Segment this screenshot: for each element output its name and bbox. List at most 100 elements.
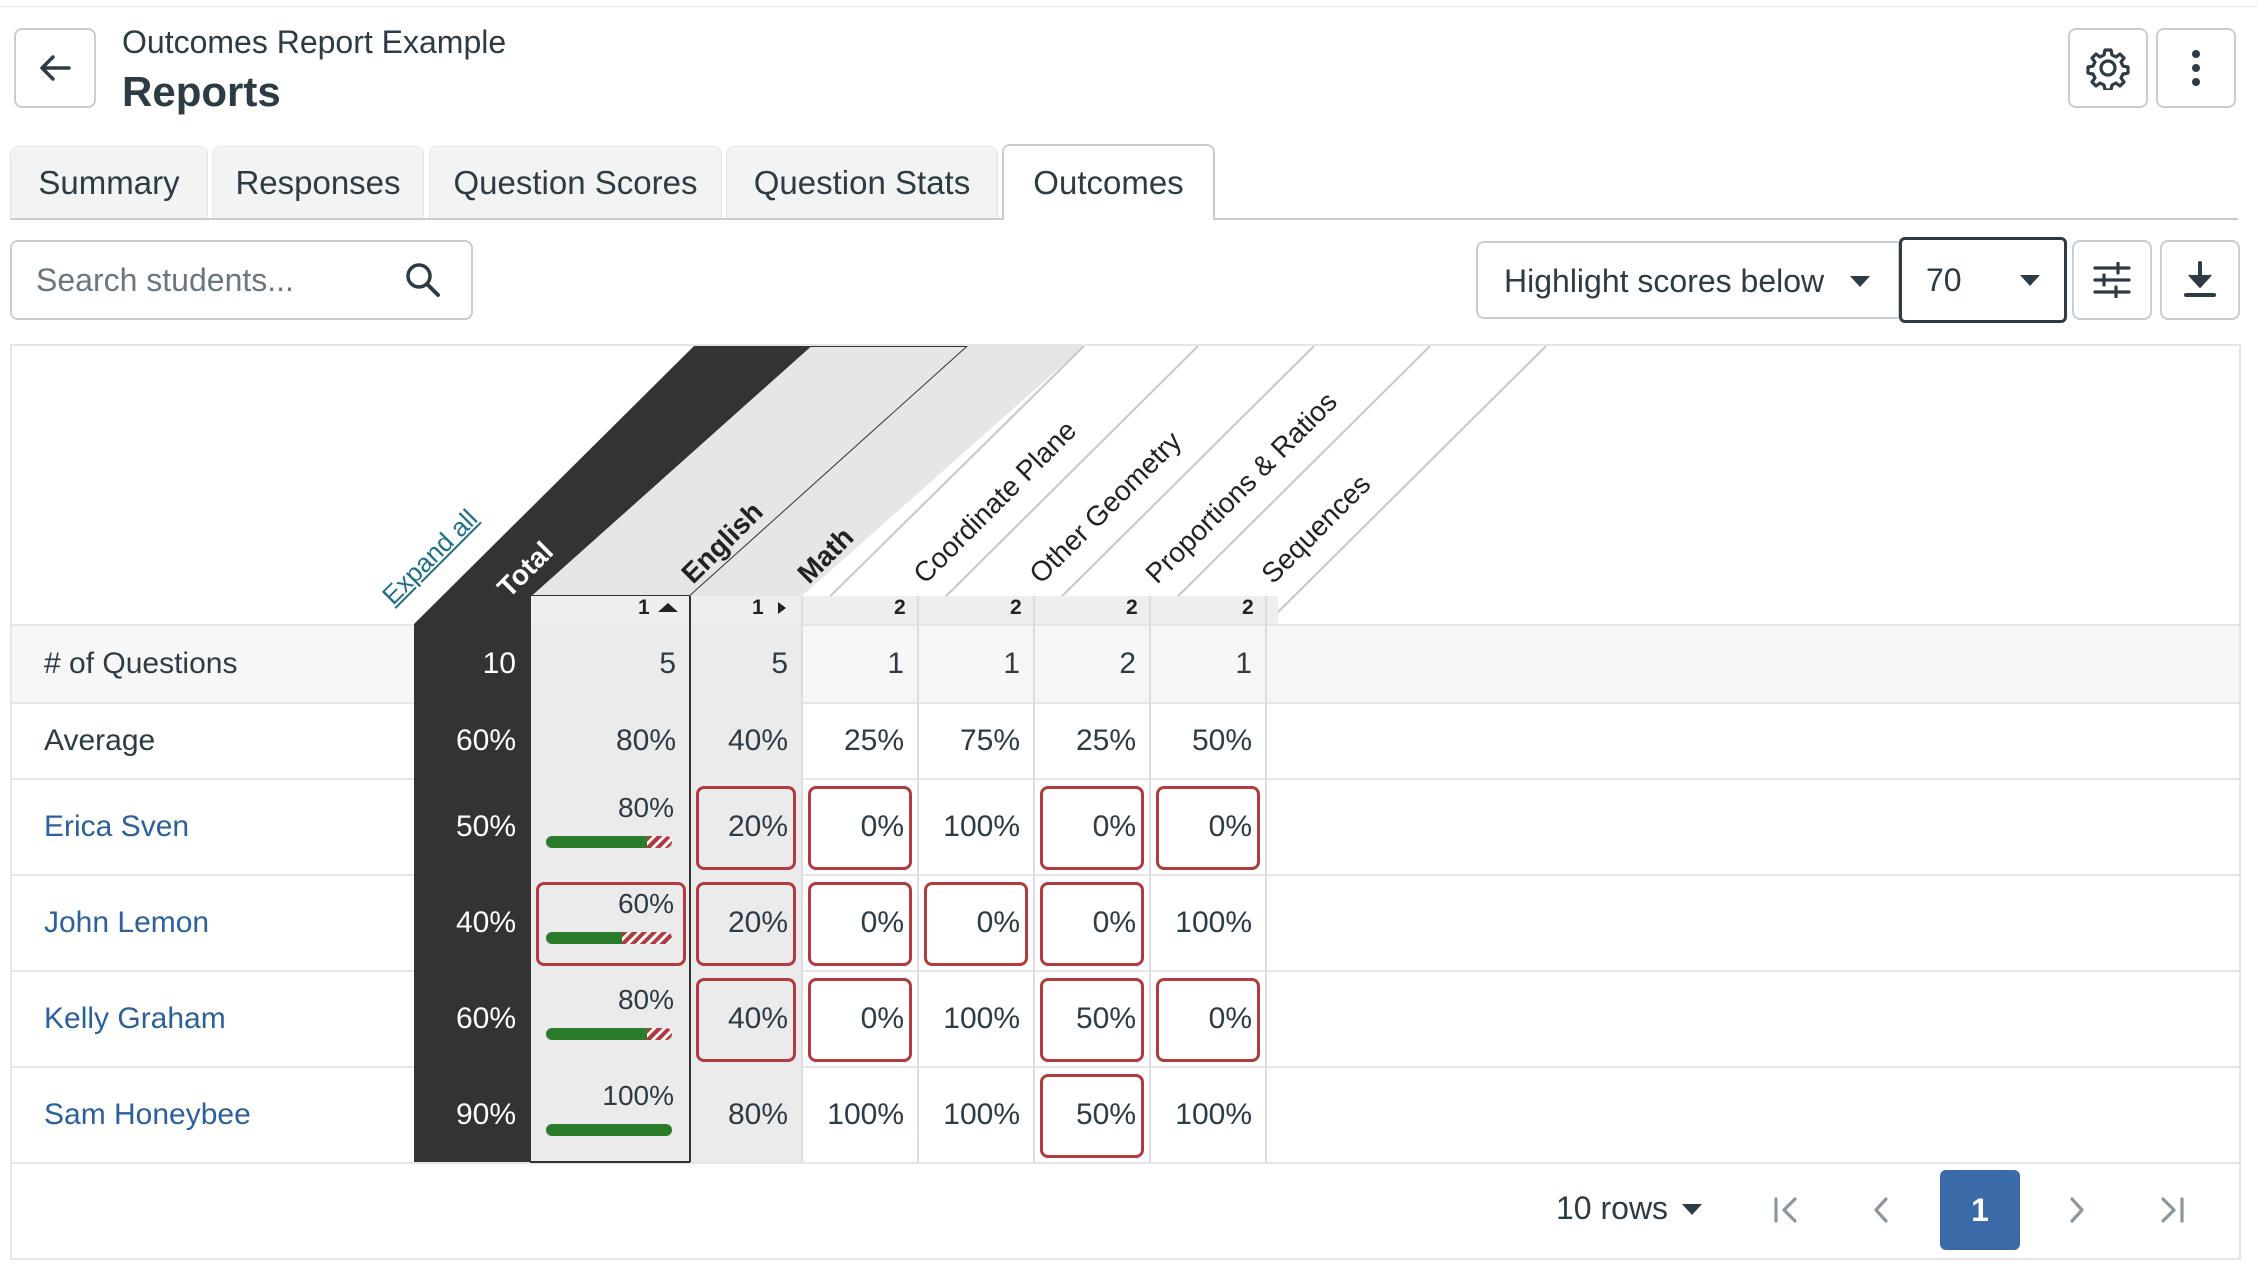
low-score-highlight [1040, 978, 1144, 1062]
first-page-icon [1774, 1197, 1797, 1223]
prev-page-icon [1874, 1197, 1888, 1223]
student-link[interactable]: Sam Honeybee [44, 1098, 251, 1131]
cell-math: 40% [727, 1002, 788, 1035]
outcomes-grid: Expand all Total English Math Coordinate… [10, 344, 2241, 1260]
cell-total: 10 [482, 647, 516, 680]
tab-summary[interactable]: Summary [10, 146, 208, 218]
tab-label: Question Scores [453, 163, 698, 201]
cell-sequences: 100% [1175, 906, 1252, 939]
student-link[interactable]: Kelly Graham [44, 1002, 226, 1035]
english-score: 80% [617, 984, 674, 1015]
row-label-average: Average [44, 724, 156, 757]
cell-coordinate-plane: 0% [860, 810, 904, 843]
rows-per-page-label: 10 rows [1556, 1190, 1669, 1226]
back-button[interactable] [14, 28, 96, 108]
next-page-button[interactable] [2036, 1170, 2116, 1250]
cell-total: 40% [455, 906, 516, 939]
rows-per-page-select[interactable]: 10 rows [1556, 1190, 1702, 1227]
highlight-threshold-select[interactable]: 70 [1899, 237, 2067, 323]
low-score-highlight [696, 978, 796, 1062]
download-button[interactable] [2160, 240, 2240, 320]
cell-sequences: 100% [1175, 1098, 1252, 1131]
cell-math: 20% [727, 810, 788, 843]
low-score-highlight [924, 882, 1028, 966]
settings-button[interactable] [2068, 28, 2148, 108]
cell-sequences: 50% [1191, 724, 1252, 757]
column-count-proportions-ratios: 2 [1126, 596, 1138, 619]
cell-coordinate-plane: 100% [827, 1098, 904, 1131]
cell-math: 80% [727, 1098, 788, 1131]
english-score-bar [546, 1124, 672, 1136]
more-options-button[interactable] [2156, 28, 2236, 108]
student-link[interactable]: Erica Sven [44, 810, 190, 843]
low-score-highlight [696, 882, 796, 966]
cell-total: 60% [455, 724, 516, 757]
page-button-current[interactable]: 1 [1940, 1170, 2020, 1250]
cell-proportions-ratios: 0% [1092, 810, 1136, 843]
column-count-english: 1 [638, 596, 650, 619]
tab-question-stats[interactable]: Question Stats [726, 146, 998, 218]
english-score: 60% [617, 888, 674, 919]
last-page-button[interactable] [2132, 1170, 2212, 1250]
tab-outcomes[interactable]: Outcomes [1002, 144, 1215, 220]
cell-proportions-ratios: 25% [1075, 724, 1136, 757]
english-score: 80% [617, 792, 674, 823]
low-score-highlight [808, 786, 912, 870]
highlight-threshold-value: 70 [1926, 262, 1962, 298]
english-score: 100% [602, 1080, 674, 1111]
english-score-bar [546, 1028, 672, 1040]
student-link[interactable]: John Lemon [44, 906, 210, 939]
cell-sequences: 0% [1208, 1002, 1252, 1035]
top-divider [0, 6, 2258, 7]
low-score-highlight [1040, 882, 1144, 966]
first-page-button[interactable] [1746, 1170, 1826, 1250]
tab-label: Outcomes [1033, 164, 1184, 201]
search-icon[interactable] [403, 260, 443, 300]
cell-math: 20% [727, 906, 788, 939]
cell-total: 50% [455, 810, 516, 843]
low-score-highlight [1156, 786, 1260, 870]
next-page-icon [2070, 1197, 2084, 1223]
low-score-highlight [696, 786, 796, 870]
highlight-scores-select[interactable]: Highlight scores below [1476, 241, 1900, 319]
tab-responses[interactable]: Responses [212, 146, 424, 218]
cell-total: 60% [455, 1002, 516, 1035]
cell-proportions-ratios: 50% [1075, 1098, 1136, 1131]
cell-sequences: 0% [1208, 810, 1252, 843]
low-score-highlight [1156, 978, 1260, 1062]
cell-total: 90% [455, 1098, 516, 1131]
cell-coordinate-plane: 1 [887, 647, 904, 680]
cell-coordinate-plane: 25% [843, 724, 904, 757]
cell-proportions-ratios: 2 [1119, 647, 1136, 680]
cell-sequences: 1 [1235, 647, 1252, 680]
column-count-coordinate-plane: 2 [894, 596, 906, 619]
column-count-other-geometry: 2 [1010, 596, 1022, 619]
cell-math: 40% [727, 724, 788, 757]
back-arrow-icon [40, 55, 71, 81]
chevron-down-icon [1682, 1204, 1702, 1215]
low-score-highlight [1040, 786, 1144, 870]
cell-other-geometry: 75% [959, 724, 1020, 757]
search-input[interactable] [36, 256, 396, 304]
filter-sliders-icon [2093, 262, 2131, 298]
column-count-math: 1 [752, 596, 764, 619]
grid-background [12, 346, 2239, 1164]
cell-other-geometry: 100% [943, 1002, 1020, 1035]
tab-label: Responses [235, 163, 401, 201]
search-box [10, 240, 473, 320]
low-score-highlight [1040, 1074, 1144, 1158]
last-page-icon [2161, 1197, 2184, 1223]
tab-label: Summary [38, 163, 180, 201]
download-icon [2184, 261, 2216, 297]
english-score-bar [546, 932, 672, 944]
prev-page-button[interactable] [1842, 1170, 1922, 1250]
row-label-num-questions: # of Questions [44, 647, 238, 680]
filter-button[interactable] [2072, 240, 2152, 320]
tab-question-scores[interactable]: Question Scores [429, 146, 722, 218]
cell-proportions-ratios: 50% [1075, 1002, 1136, 1035]
more-vertical-icon [2192, 50, 2200, 86]
column-count-sequences: 2 [1242, 596, 1254, 619]
cell-english: 80% [615, 724, 676, 757]
cell-other-geometry: 1 [1003, 647, 1020, 680]
gear-icon [2086, 48, 2130, 90]
